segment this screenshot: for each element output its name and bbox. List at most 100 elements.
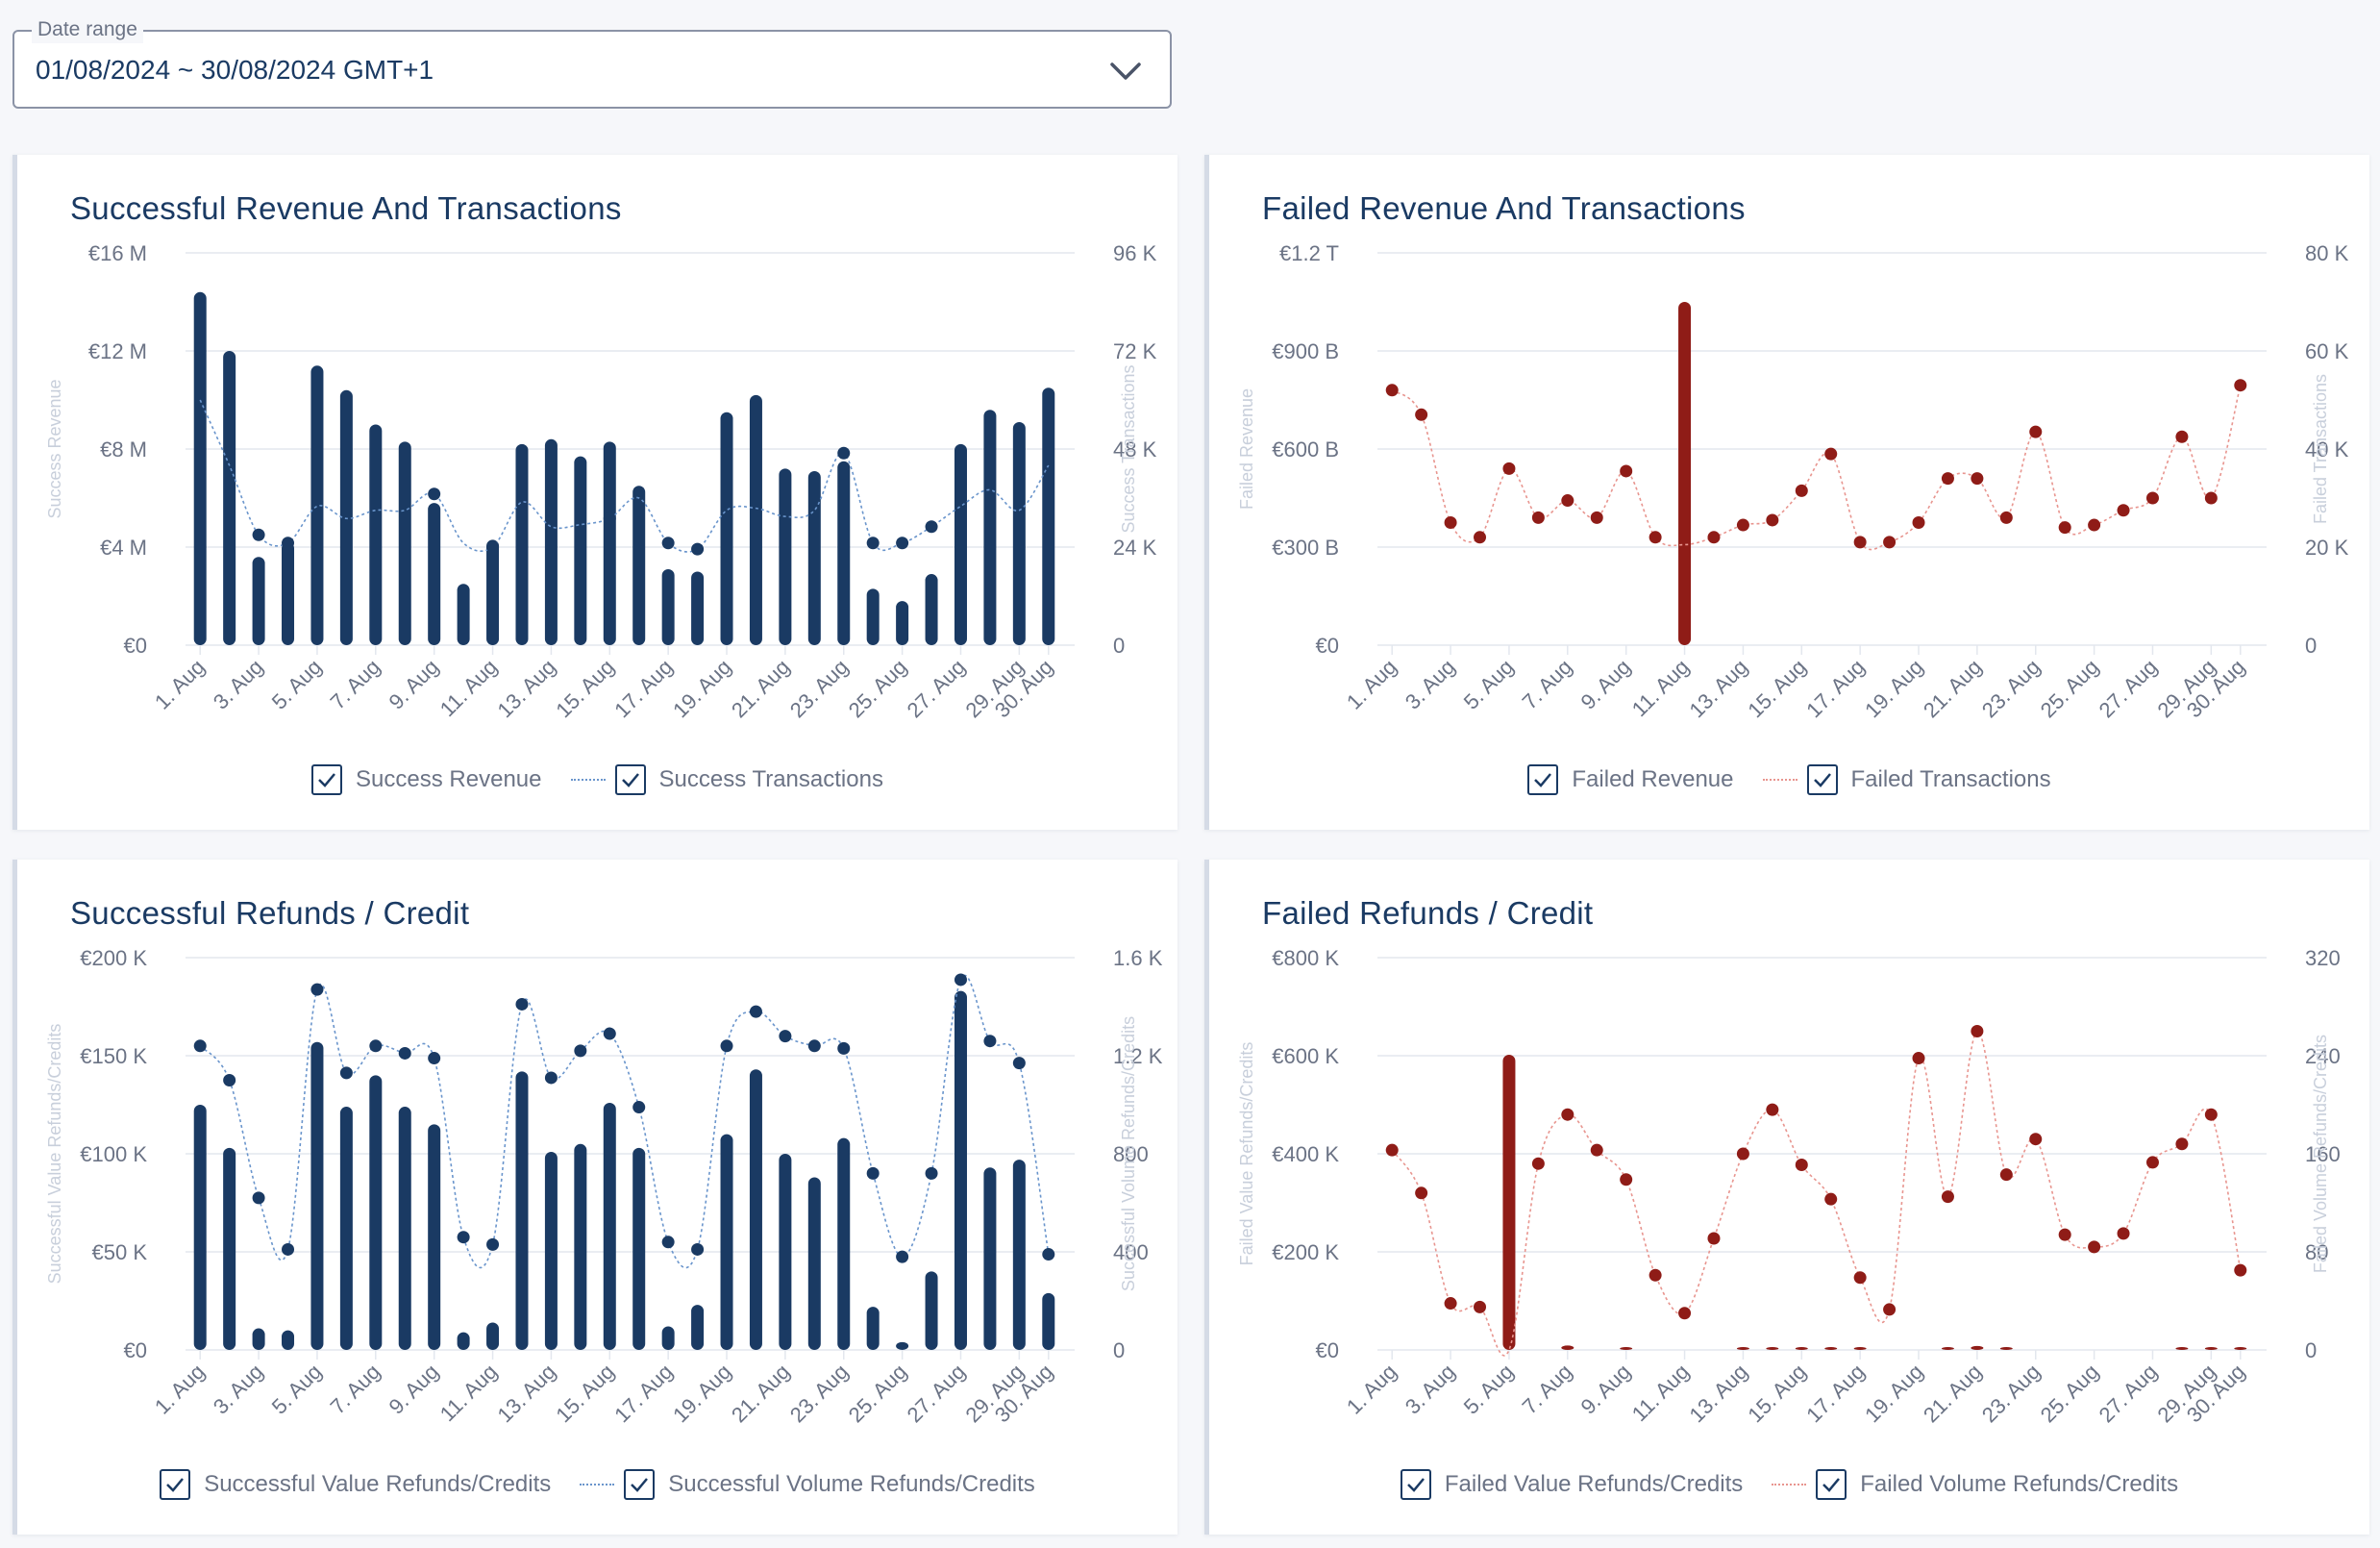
checkbox-checked-icon[interactable] [160,1469,191,1500]
y-left-tick-label: €50 K [92,1240,148,1264]
y-right-tick-label: 72 K [1113,339,1157,363]
bar [866,1307,880,1350]
bar [457,1332,470,1350]
y-right-tick-label: 24 K [1113,536,1157,560]
x-tick-label: 25. Aug [2036,1360,2103,1427]
checkbox-checked-icon[interactable] [1400,1469,1431,1500]
line-point [457,1231,470,1244]
legend-item-successful-value-refunds[interactable]: Successful Value Refunds/Credits [160,1469,551,1500]
legend-label: Successful Value Refunds/Credits [204,1471,552,1497]
legend-item-successful-volume-refunds[interactable]: Successful Volume Refunds/Credits [580,1469,1035,1500]
x-tick-label: 1. Aug [1342,1360,1401,1419]
bar [223,1147,236,1350]
line-point [193,1039,207,1053]
line-point [1012,1057,1026,1070]
bar [661,568,675,645]
line-point [720,1039,733,1053]
line-point [925,1166,938,1180]
date-range-select[interactable]: Date range 01/08/2024 ~ 30/08/2024 GMT+1 [12,16,1172,109]
x-tick-label: 25. Aug [844,655,911,722]
bar [252,557,265,645]
line-point [2029,425,2043,438]
legend-line-swatch [1772,1484,1807,1486]
line-point [282,1242,295,1256]
legend-label: Failed Value Refunds/Credits [1444,1471,1744,1497]
y-right-tick-label: 1.6 K [1113,946,1163,970]
checkbox-checked-icon[interactable] [614,764,646,795]
chevron-down-icon[interactable] [1108,59,1143,84]
x-tick-label: 3. Aug [1401,655,1460,714]
bar [2175,1347,2189,1350]
legend-line-swatch [1762,779,1797,781]
bar [779,1154,792,1350]
chart-title: Successful Revenue And Transactions [70,190,622,226]
line-point [2145,1156,2159,1169]
line-point [1999,1168,2013,1182]
chart-successful-refunds: €0 0 €50 K 400 €100 K 800 €150 K 1.2 K €200 K 1.6… [45,946,1163,1427]
bar [1012,421,1026,645]
bar [428,1124,441,1350]
x-tick-label: 13. Aug [492,655,559,722]
legend-item-success-revenue[interactable]: Success Revenue [311,764,542,795]
legend-label: Successful Volume Refunds/Credits [668,1471,1035,1497]
bar [339,389,353,645]
bar [282,541,295,645]
x-tick-label: 5. Aug [1459,1360,1519,1419]
x-tick-label: 11. Aug [435,655,502,721]
checkbox-checked-icon[interactable] [1806,764,1838,795]
legend-item-failed-transactions[interactable]: Failed Transactions [1762,764,2051,795]
x-tick-label: 19. Aug [1860,1360,1927,1427]
chart-successful-revenue: €0 0 €4 M 24 K €8 M 48 K €12 M 72 K €16 M 96 K Suc… [45,241,1157,722]
bar [1941,1347,1954,1350]
x-tick-label: 23. Aug [785,655,853,722]
x-tick-label: 11. Aug [435,1360,502,1426]
checkbox-checked-icon[interactable] [1816,1469,1847,1500]
line-point [2175,430,2189,443]
y-right-axis-title: Failed Volume Refunds/Credits [2311,1035,2330,1273]
line-point [2088,1240,2101,1254]
line-point [1474,1300,1487,1313]
x-tick-label: 3. Aug [1401,1360,1460,1419]
x-tick-label: 21. Aug [1919,1360,1986,1427]
x-tick-label: 9. Aug [1575,1360,1635,1419]
bar [398,441,411,645]
line-point [983,1035,997,1048]
series-line [199,975,1050,1269]
line-point [1561,1108,1574,1121]
y-left-tick-label: €4 M [100,536,147,560]
date-range-label: Date range [32,16,143,43]
bar [544,1151,558,1350]
x-tick-label: 13. Aug [492,1360,559,1427]
bar [193,1105,207,1350]
legend-label: Failed Transactions [1850,766,2051,792]
y-left-tick-label: €100 K [80,1142,147,1166]
chart-failed-revenue: €0 0 €300 B 20 K €600 B 40 K €900 B 60 K €1.2 T 8… [1237,241,2349,722]
legend-item-failed-value-refunds[interactable]: Failed Value Refunds/Credits [1400,1469,1744,1500]
x-tick-label: 15. Aug [1743,655,1810,722]
line-point [252,1191,265,1205]
bar [837,1137,851,1350]
checkbox-checked-icon[interactable] [624,1469,656,1500]
bar [1012,1160,1026,1350]
legend-item-failed-volume-refunds[interactable]: Failed Volume Refunds/Credits [1772,1469,2178,1500]
x-tick-label: 23. Aug [1977,1360,2045,1427]
line-point [2145,491,2159,505]
line-point [1042,1248,1055,1261]
x-tick-label: 1. Aug [150,655,210,714]
checkbox-checked-icon[interactable] [1527,764,1559,795]
y-left-tick-label: €600 B [1272,437,1339,462]
x-tick-label: 5. Aug [1459,655,1519,714]
bar [252,1328,265,1350]
bar [428,503,441,645]
line-point [515,997,529,1011]
chart-legend: Success Revenue Success Transactions [17,761,1178,799]
x-tick-label: 21. Aug [1919,655,1986,722]
legend-item-success-transactions[interactable]: Success Transactions [570,764,883,795]
legend-label: Success Revenue [356,766,542,792]
chart-title: Failed Revenue And Transactions [1262,190,1746,226]
line-point [1707,1232,1721,1245]
checkbox-checked-icon[interactable] [311,764,343,795]
line-point [1415,408,1428,421]
legend-item-failed-revenue[interactable]: Failed Revenue [1527,764,1734,795]
y-right-tick-label: 160 [2305,1142,2341,1166]
